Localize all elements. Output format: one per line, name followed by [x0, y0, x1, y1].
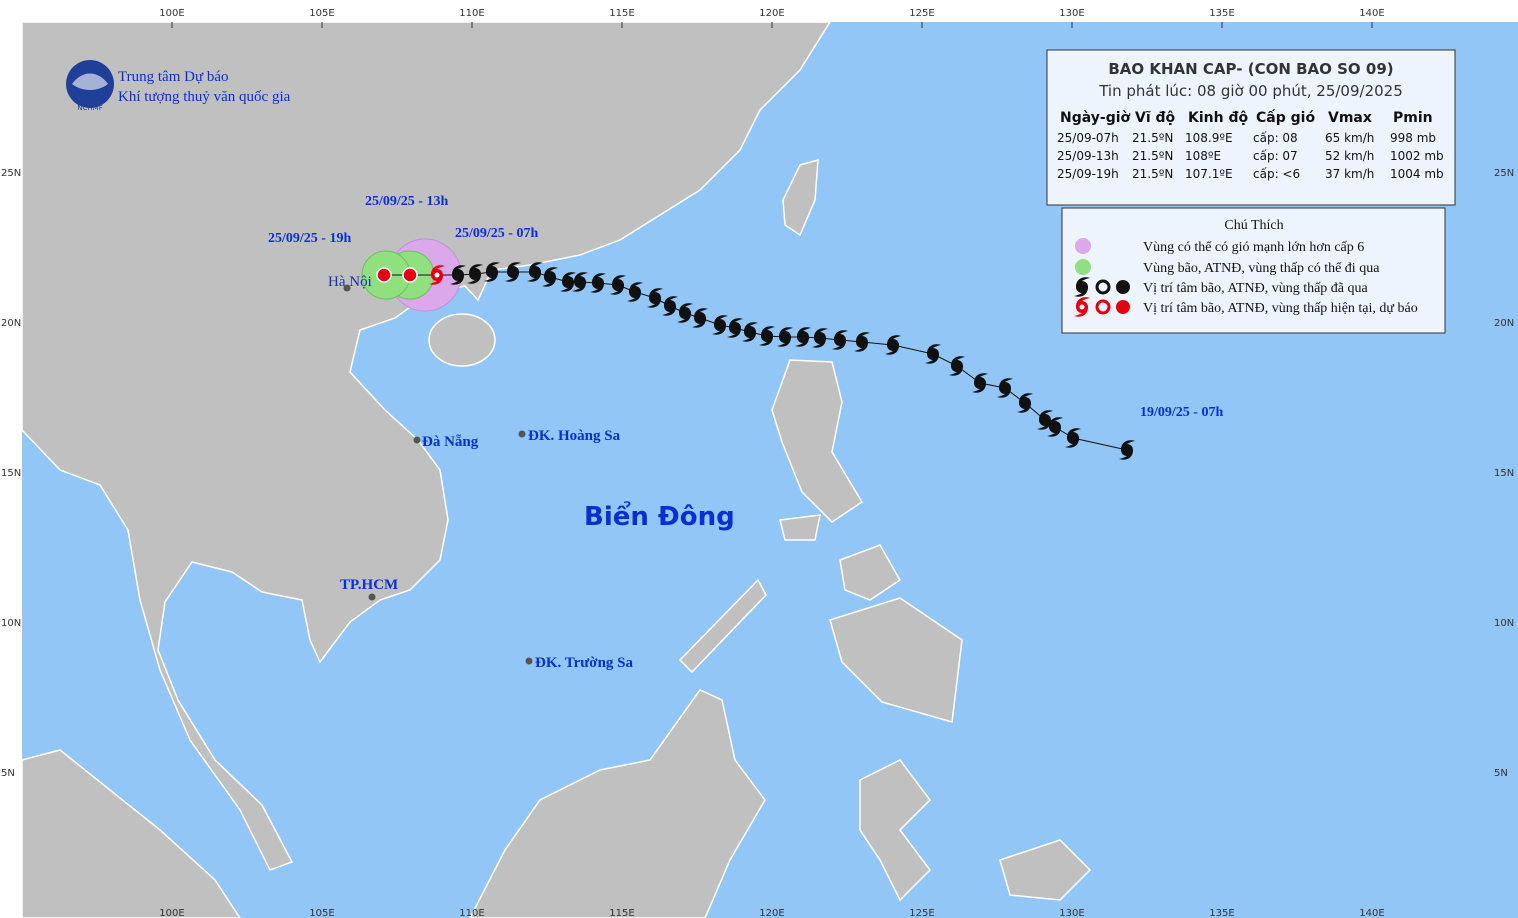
- table-header: Cấp gió: [1256, 109, 1315, 126]
- legend-item: Vùng có thể có gió mạnh lớn hơn cấp 6: [1143, 240, 1364, 255]
- table-header: Ngày-giờ: [1060, 110, 1131, 126]
- place-dot: [525, 657, 533, 665]
- forecast-position: [376, 267, 392, 283]
- legend-icon: [1075, 238, 1091, 254]
- table-cell: 1002 mb: [1390, 149, 1444, 163]
- place-dot: [343, 284, 351, 292]
- lon-label: 130E: [1059, 8, 1084, 19]
- lon-label: 120E: [759, 908, 784, 918]
- track-label: 25/09/25 - 19h: [268, 231, 351, 246]
- table-cell: 998 mb: [1390, 131, 1436, 145]
- lon-label: 100E: [159, 8, 184, 19]
- lat-label: 15N: [1494, 468, 1514, 479]
- lat-label: 20N: [1494, 318, 1514, 329]
- track-label: 25/09/25 - 13h: [365, 194, 448, 209]
- lon-label: 110E: [459, 908, 484, 918]
- lon-label: 125E: [909, 8, 934, 19]
- lat-label: 10N: [1494, 618, 1514, 629]
- table-cell: cấp: <6: [1253, 167, 1300, 181]
- table-cell: cấp: 07: [1253, 149, 1298, 163]
- sea-label: Biển Đông: [584, 499, 735, 532]
- bulletin-frame: [1046, 49, 1456, 206]
- table-cell: 108ºE: [1185, 149, 1221, 163]
- table-cell: 37 km/h: [1325, 167, 1374, 181]
- lon-label: 135E: [1209, 908, 1234, 918]
- lon-label: 105E: [309, 908, 334, 918]
- lon-label: 120E: [759, 8, 784, 19]
- table-cell: 25/09-13h: [1057, 149, 1119, 163]
- bulletin-table: Ngày-giờ Vĩ độ Kinh độ Cấp gió Vmax Pmin 25/09…: [1057, 109, 1444, 181]
- table-header: Vmax: [1328, 110, 1372, 126]
- legend-icon: [1095, 299, 1111, 315]
- lon-label: 110E: [459, 8, 484, 19]
- lat-label: 15N: [1, 468, 21, 479]
- agency-line: Trung tâm Dự báo: [118, 69, 229, 85]
- lon-label: 125E: [909, 908, 934, 918]
- lat-label: 5N: [1494, 768, 1508, 779]
- legend-icon: [1116, 300, 1130, 314]
- legend-title: Chú Thích: [1224, 218, 1283, 233]
- track-label: 25/09/25 - 07h: [455, 226, 538, 241]
- legend-icon: [1116, 280, 1130, 294]
- logo: NCHMF Trung tâm Dự báo Khí tượng thuỷ vă…: [66, 60, 291, 112]
- legend-item: Vùng bão, ATNĐ, vùng thấp có thể đi qua: [1143, 261, 1380, 276]
- table-cell: 1004 mb: [1390, 167, 1444, 181]
- forecast-position: [402, 267, 418, 283]
- legend-item: Vị trí tâm bão, ATNĐ, vùng thấp hiện tại…: [1143, 301, 1418, 316]
- place-label: ĐK. Trường Sa: [535, 655, 634, 671]
- table-cell: 52 km/h: [1325, 149, 1374, 163]
- lon-label: 140E: [1359, 908, 1384, 918]
- lon-label: 105E: [309, 8, 334, 19]
- bulletin-box: BAO KHAN CAP- (CON BAO SO 09) Tin phát l…: [1046, 49, 1456, 206]
- logo-text: NCHMF: [77, 104, 102, 112]
- lon-label: 115E: [609, 8, 634, 19]
- table-cell: 65 km/h: [1325, 131, 1374, 145]
- track: [376, 262, 1135, 460]
- legend-item: Vị trí tâm bão, ATNĐ, vùng thấp đã qua: [1143, 281, 1369, 296]
- table-cell: 21.5ºN: [1132, 131, 1173, 145]
- table-cell: 25/09-19h: [1057, 167, 1119, 181]
- legend-icon: [1075, 259, 1091, 275]
- table-header: Pmin: [1393, 110, 1433, 126]
- place-label: Đà Nẵng: [422, 434, 479, 450]
- graticule-labels: 100E 100E 105E 105E 110E 110E 115E 115E 120E 120E…: [1, 8, 1514, 918]
- table-cell: cấp: 08: [1253, 131, 1298, 145]
- legend-icon: [1095, 279, 1111, 295]
- place-label: Hà Nội: [328, 274, 372, 290]
- table-cell: 25/09-07h: [1057, 131, 1119, 145]
- lat-label: 25N: [1494, 168, 1514, 179]
- agency-line: Khí tượng thuỷ văn quốc gia: [118, 89, 291, 105]
- place-label: ĐK. Hoàng Sa: [528, 428, 621, 444]
- table-header: Vĩ độ: [1135, 110, 1176, 126]
- place-dot: [413, 436, 421, 444]
- labels: 25/09/25 - 13h 25/09/25 - 07h 25/09/25 -…: [268, 194, 1223, 671]
- lat-label: 25N: [1, 168, 21, 179]
- lat-label: 10N: [1, 618, 21, 629]
- table-cell: 107.1ºE: [1185, 167, 1233, 181]
- table-header: Kinh độ: [1188, 110, 1248, 126]
- place-dot: [368, 593, 376, 601]
- legend-box: Chú Thích Vùng có thể có gió mạnh lớn hơ…: [1061, 207, 1446, 334]
- lat-label: 5N: [1, 768, 15, 779]
- land: [21, 21, 1092, 918]
- bulletin-issued: Tin phát lúc: 08 giờ 00 phút, 25/09/2025: [1098, 82, 1403, 100]
- lon-label: 135E: [1209, 8, 1234, 19]
- track-label: 19/09/25 - 07h: [1140, 405, 1223, 420]
- bulletin-title: BAO KHAN CAP- (CON BAO SO 09): [1108, 60, 1393, 78]
- place-dot: [518, 430, 526, 438]
- lon-label: 140E: [1359, 8, 1384, 19]
- table-cell: 108.9ºE: [1185, 131, 1233, 145]
- table-cell: 21.5ºN: [1132, 149, 1173, 163]
- lon-label: 115E: [609, 908, 634, 918]
- lon-label: 100E: [159, 908, 184, 918]
- lat-label: 20N: [1, 318, 21, 329]
- place-label: TP.HCM: [340, 577, 398, 593]
- lon-label: 130E: [1059, 908, 1084, 918]
- table-cell: 21.5ºN: [1132, 167, 1173, 181]
